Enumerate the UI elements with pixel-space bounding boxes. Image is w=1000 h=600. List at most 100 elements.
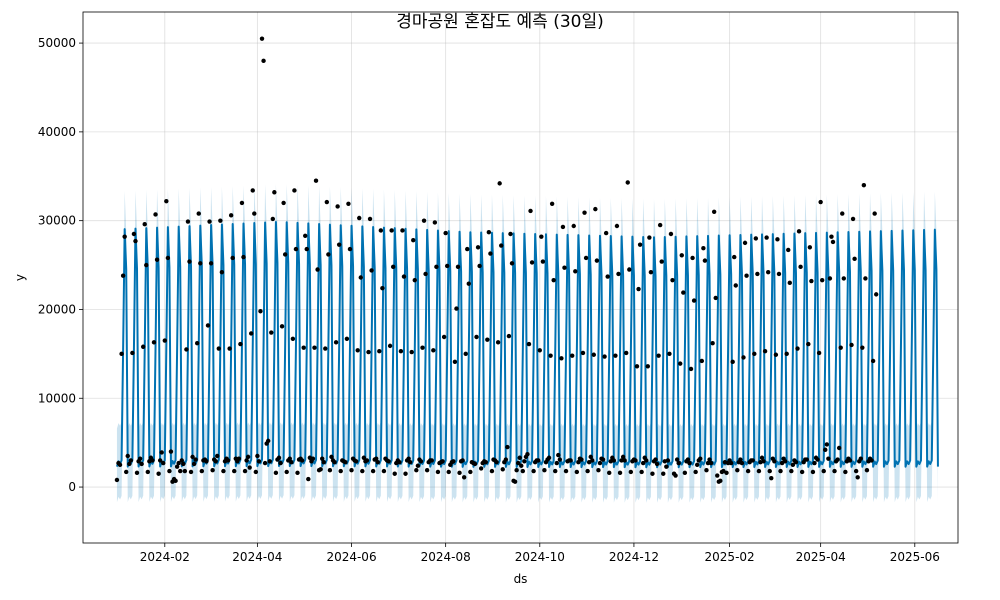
observation-point: [488, 251, 493, 256]
observation-point: [787, 280, 792, 286]
observation-point: [173, 478, 178, 484]
observation-point: [215, 453, 220, 459]
observation-point: [418, 459, 424, 464]
observation-point: [656, 353, 661, 358]
observation-point: [505, 444, 510, 450]
observation-point: [409, 349, 414, 355]
observation-point: [114, 477, 120, 483]
observation-point: [344, 336, 350, 341]
observation-point: [568, 458, 573, 463]
observation-point: [455, 264, 461, 270]
observation-point: [594, 258, 600, 263]
observation-point: [536, 458, 541, 463]
x-tick-label: 2024-04: [232, 550, 282, 564]
observation-point: [688, 366, 694, 372]
observation-point: [421, 218, 427, 223]
observation-point: [735, 467, 740, 473]
y-axis-ticks: 0 10000 20000 30000 40000 50000: [38, 36, 83, 494]
observation-point: [529, 260, 535, 265]
observation-point: [585, 468, 590, 474]
observation-point: [128, 458, 134, 463]
observation-point: [204, 459, 209, 464]
observation-point: [619, 458, 624, 463]
observation-point: [486, 230, 492, 235]
observation-point: [863, 276, 868, 281]
observation-point: [571, 223, 576, 229]
observation-point: [715, 473, 720, 478]
observation-point: [423, 271, 428, 277]
observation-point: [861, 182, 867, 188]
observation-point: [290, 336, 296, 341]
observation-point: [860, 345, 865, 350]
observation-point: [733, 283, 738, 288]
observation-point: [463, 351, 468, 357]
observation-point: [179, 458, 184, 463]
observation-point: [603, 230, 609, 236]
observation-point: [434, 264, 439, 270]
observation-point: [347, 246, 353, 252]
observation-point: [117, 462, 123, 468]
observation-point: [370, 468, 376, 474]
observation-point: [653, 457, 658, 462]
observation-point: [119, 351, 124, 357]
observation-point: [782, 459, 788, 464]
observation-point: [793, 460, 799, 465]
observation-point: [588, 454, 593, 460]
observation-point: [315, 267, 320, 272]
observation-point: [282, 252, 288, 257]
observation-point: [213, 459, 218, 464]
observation-point: [374, 456, 379, 461]
observation-point: [182, 468, 188, 474]
x-tick-label: 2025-06: [890, 550, 940, 564]
observation-point: [728, 460, 734, 466]
observation-point: [616, 271, 621, 277]
observation-point: [174, 464, 180, 469]
observation-point: [681, 290, 686, 295]
observation-point: [210, 467, 215, 473]
observation-point: [752, 351, 757, 357]
observation-point: [255, 453, 260, 459]
observation-point: [540, 259, 546, 264]
observation-point: [519, 463, 524, 468]
observation-point: [617, 470, 623, 476]
observation-point: [159, 450, 164, 455]
observation-point: [190, 454, 195, 460]
observation-point: [786, 247, 791, 253]
observation-point: [429, 458, 434, 463]
observation-point: [313, 178, 319, 183]
observation-point: [713, 295, 718, 301]
observation-point: [809, 278, 814, 284]
observation-point: [580, 350, 586, 356]
observation-point: [336, 242, 342, 247]
observation-point: [318, 467, 323, 472]
observation-point: [261, 58, 266, 64]
observation-point: [292, 188, 297, 193]
observation-point: [549, 201, 555, 206]
observation-point: [563, 468, 569, 474]
observation-point: [407, 460, 413, 465]
observation-point: [559, 356, 564, 361]
observation-point: [520, 468, 526, 474]
y-axis-label: y: [13, 274, 27, 281]
observation-point: [185, 219, 191, 224]
forecast-line-layer: [115, 220, 939, 469]
observation-point: [573, 269, 578, 274]
observation-point: [765, 269, 771, 275]
observation-point: [665, 458, 671, 463]
observation-point: [380, 285, 385, 291]
observation-point: [554, 460, 559, 466]
observation-point: [360, 468, 365, 474]
observation-point: [415, 463, 421, 468]
observation-point: [187, 259, 192, 264]
observation-point: [764, 235, 769, 240]
observation-point: [139, 461, 144, 467]
observation-point: [693, 469, 698, 475]
observation-point: [542, 467, 547, 473]
observation-point: [386, 459, 391, 464]
observation-point: [432, 220, 438, 225]
observation-point: [724, 470, 729, 476]
observation-point: [310, 456, 316, 461]
observation-point: [711, 209, 717, 214]
observation-point: [583, 255, 589, 261]
observation-point: [216, 346, 221, 351]
